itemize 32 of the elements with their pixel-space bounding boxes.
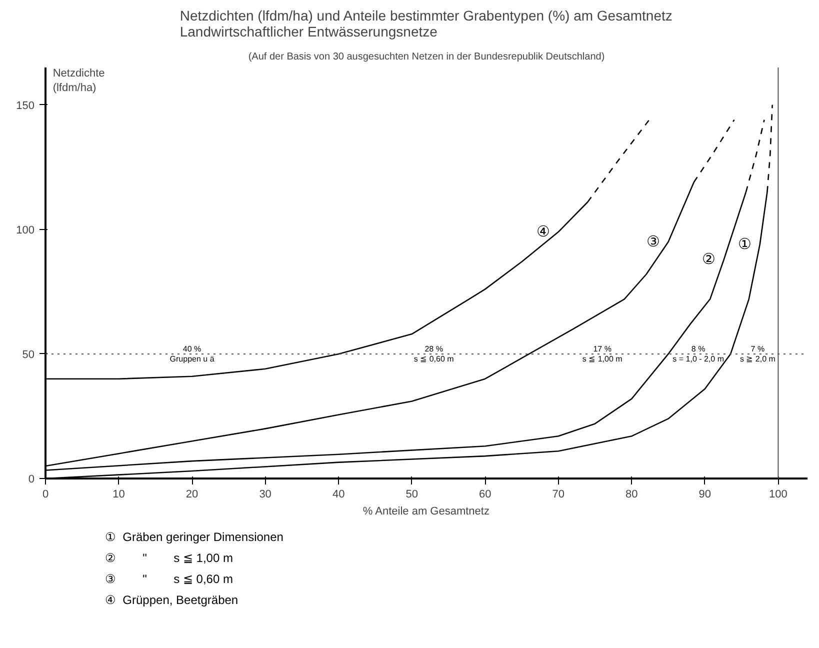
x-tick-label: 0 [42, 488, 49, 500]
x-tick-label: 90 [698, 488, 712, 500]
text: ② " s ≦ 1,00 m [105, 550, 234, 568]
x-tick-label: 100 [769, 488, 788, 500]
chart-title: Netzdichten (lfdm/ha) und Anteile bestimmter Grabentypen (%) am Gesamtnetz Landwirtschaftlicher Entwässerungsnetze [180, 8, 672, 40]
annotation: 28 % s ≦ 0,60 m [414, 344, 454, 364]
y-tick-label: 50 [22, 348, 35, 361]
x-tick-label: 20 [186, 488, 198, 500]
x-tick-label: 40 [332, 488, 345, 500]
annotation: 40 % Gruppen u ä [170, 344, 215, 364]
y-tick-label: 0 [28, 474, 35, 486]
y-axis-title: Netzdichte (lfdm/ha) [52, 68, 105, 94]
text: ④ Grüppen, Beetgräben [105, 592, 240, 610]
chart-subtitle: (Auf der Basis von 30 ausgesuchten Netzen in der Bundesrepublik Deutschland) [248, 52, 605, 62]
annotation: 7 % s ≧ 2,0 m [740, 344, 776, 364]
y-tick-label: 150 [16, 100, 35, 112]
x-axis-title: % Anteile am Gesamtnetz [362, 506, 490, 518]
annotation: 17 % s ≦ 1,00 m [582, 344, 623, 364]
x-tick-label: 60 [479, 488, 492, 500]
series-label: ① [738, 236, 751, 253]
y-tick-label: 100 [16, 224, 35, 236]
series-label: ② [702, 250, 715, 268]
x-tick-label: 30 [259, 488, 272, 500]
x-tick-label: 50 [406, 488, 418, 500]
text: ③ " s ≦ 0,60 m [105, 571, 234, 588]
x-tick-label: 10 [112, 488, 125, 500]
text: ① Gräben geringer Dimensionen [105, 529, 284, 546]
x-tick-label: 80 [626, 488, 638, 500]
series-label: ④ [536, 223, 550, 240]
annotation: 8 % s = 1,0 - 2,0 m [672, 344, 724, 364]
series-label: ③ [646, 233, 660, 250]
x-tick-label: 70 [552, 488, 565, 500]
